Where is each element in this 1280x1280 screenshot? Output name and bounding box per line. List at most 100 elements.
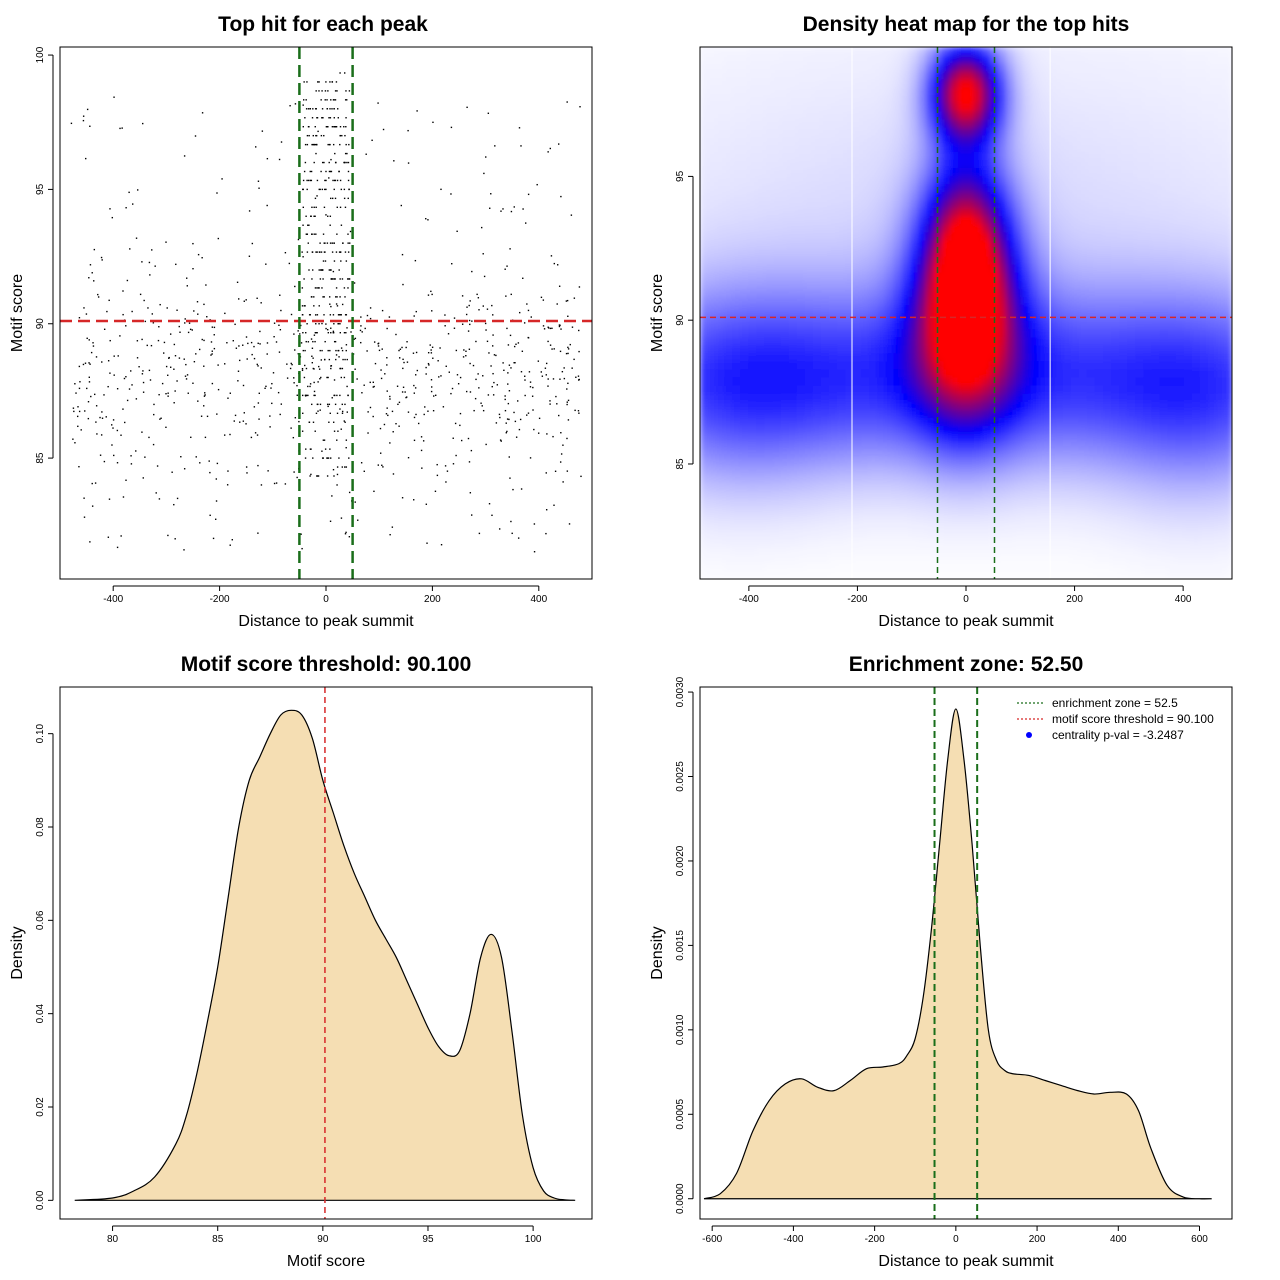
heatmap-cell [1127,377,1136,387]
heatmap-cell [1086,288,1096,298]
heatmap-cell [974,87,983,96]
scatter-point [340,224,343,226]
heatmap-cell [708,345,717,354]
heatmap-cell [853,167,862,177]
scatter-point [338,170,340,173]
heatmap-cell [700,192,709,201]
heatmap-cell [828,522,838,532]
scatter-point [322,233,325,235]
heatmap-cell [1119,296,1128,306]
heatmap-cell [764,377,774,387]
heatmap-cell [893,353,903,362]
heatmap-cell [1054,47,1064,56]
heatmap-cell [772,441,782,451]
heatmap-cell [853,280,862,290]
heatmap-cell [877,63,886,72]
heatmap-cell [1038,538,1048,548]
scatter-point [257,464,259,467]
heatmap-cell [1078,329,1088,338]
scatter-point [542,299,545,301]
scatter-point [303,376,306,379]
heatmap-cell [1022,71,1032,80]
heatmap-cell [1062,79,1072,88]
heatmap-cell [740,433,749,443]
heatmap-cell [957,79,967,88]
heatmap-cell [974,385,983,395]
scatter-point [308,421,311,423]
scatter-point [203,405,205,407]
heatmap-cell [1054,248,1064,258]
heatmap-cell [998,79,1007,88]
heatmap-cell [1022,248,1032,258]
heatmap-cell [828,87,838,96]
heatmap-cell [1094,570,1104,579]
heatmap-cell [1022,369,1032,379]
heatmap-cell [869,224,878,233]
scatter-point [330,158,332,161]
scatter-point [484,322,487,325]
heatmap-cell [1006,417,1015,427]
scatter-point [298,420,300,423]
heatmap-cell [1022,256,1032,266]
heatmap-cell [998,393,1007,403]
heatmap-cell [1086,337,1096,346]
heatmap-cell [1030,498,1040,508]
heatmap-cell [966,353,975,362]
heatmap-cell [1054,272,1064,282]
heatmap-cell [1135,490,1144,499]
scatter-point [415,351,418,354]
heatmap-cell [1006,450,1015,459]
scatter-point [466,306,468,308]
heatmap-cell [1014,506,1024,516]
scatter-point [180,456,182,458]
heatmap-cell [998,272,1007,282]
heatmap-cell [1006,530,1015,540]
heatmap-cell [708,272,717,282]
scatter-point [304,143,307,146]
heatmap-cell [820,409,830,419]
heatmap-cell [700,240,709,250]
scatter-point [313,206,315,209]
heatmap-cell [708,63,717,72]
heatmap-cell [1070,63,1080,72]
heatmap-cell [877,482,886,491]
heatmap-cell [837,401,846,411]
heatmap-cell [1022,321,1032,330]
heatmap-cell [780,304,790,314]
heatmap-cell [804,256,814,266]
heatmap-cell [1135,498,1144,508]
heatmap-cell [708,401,717,411]
heatmap-cell [724,337,733,346]
heatmap-cell [756,63,766,72]
heatmap-cell [1135,167,1144,177]
heatmap-cell [1054,151,1064,161]
heatmap-cell [756,248,766,258]
heatmap-cell [828,353,838,362]
heatmap-cell [1094,248,1104,258]
scatter-points [70,72,582,553]
heatmap-cell [1119,466,1128,475]
heatmap-cell [804,345,814,354]
heatmap-cell [724,216,733,225]
heatmap-cell [708,321,717,330]
heatmap-cell [1127,554,1136,564]
scatter-point [431,310,433,312]
heatmap-cell [966,200,975,209]
heatmap-cell [732,103,741,113]
scatter-point [79,381,81,383]
heatmap-cell [764,95,774,105]
heatmap-cell [957,119,967,129]
scatter-point [348,536,351,538]
heatmap-cell [716,409,725,419]
heatmap-cell [957,458,967,467]
heatmap-cell [700,264,709,274]
heatmap-cell [885,393,895,403]
heatmap-cell [853,313,862,322]
heatmap-cell [982,329,991,338]
heatmap-cell [700,385,709,395]
heatmap-cell [1119,119,1128,129]
scatter-point [321,322,323,325]
heatmap-cell [974,433,983,443]
heatmap-cell [885,450,895,459]
heatmap-cell [828,409,838,419]
